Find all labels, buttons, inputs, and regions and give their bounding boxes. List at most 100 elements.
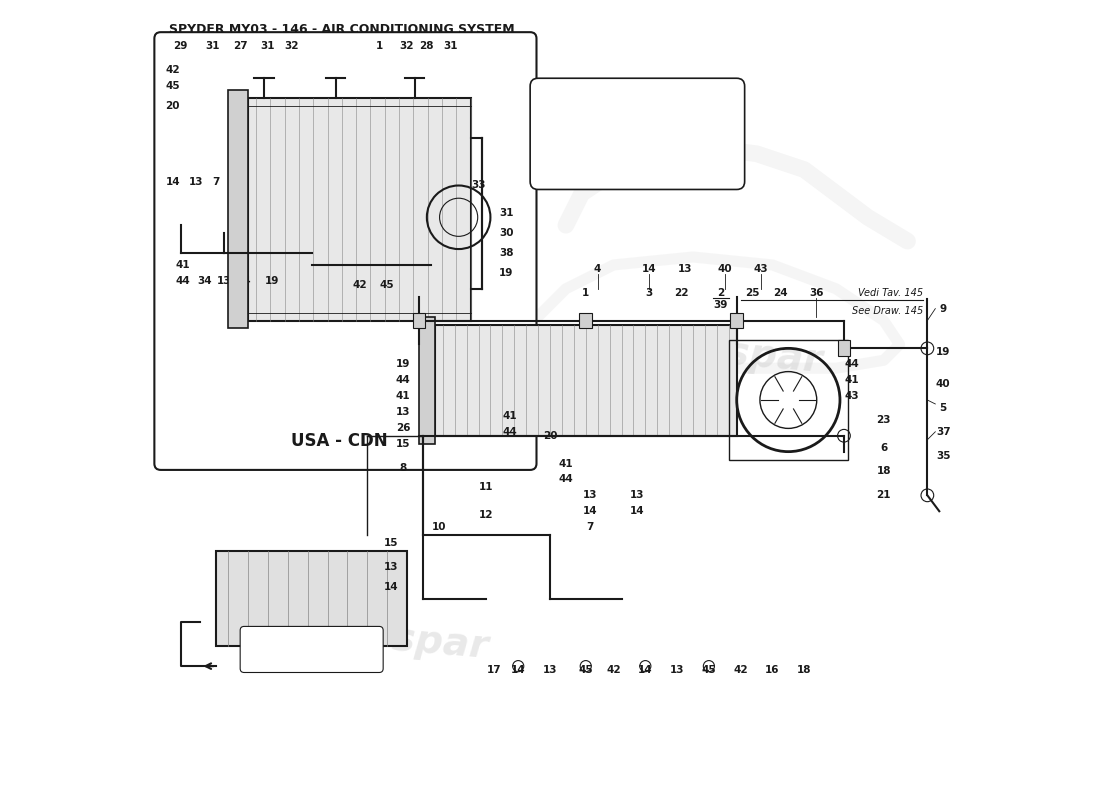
Text: NOTE: pipes pos. 4, 5, 6, 7, 8, 9, 33, 34
are complete of gaskets: NOTE: pipes pos. 4, 5, 6, 7, 8, 9, 33, 3… (542, 138, 718, 158)
Text: 27: 27 (233, 42, 248, 51)
Text: 43: 43 (754, 264, 768, 274)
Text: 14: 14 (384, 582, 398, 592)
Text: 29: 29 (174, 42, 188, 51)
Text: 19: 19 (936, 347, 950, 358)
Text: 31: 31 (261, 42, 275, 51)
Text: 18: 18 (798, 665, 812, 675)
Text: 41: 41 (396, 391, 410, 401)
Text: 19: 19 (499, 268, 514, 278)
Text: 20: 20 (165, 101, 180, 111)
Bar (730, 313, 744, 329)
Text: 13: 13 (396, 407, 410, 417)
FancyBboxPatch shape (530, 78, 745, 190)
Bar (419, 317, 435, 444)
FancyBboxPatch shape (154, 32, 537, 470)
Text: 14: 14 (165, 177, 180, 186)
Text: 24: 24 (773, 288, 788, 298)
Text: 13: 13 (384, 562, 398, 572)
Text: 14: 14 (236, 276, 252, 286)
Text: 40: 40 (717, 264, 733, 274)
Text: 17: 17 (487, 665, 502, 675)
Text: 38: 38 (499, 248, 514, 258)
Text: See Draw. 145: See Draw. 145 (852, 306, 923, 316)
Text: 45: 45 (702, 665, 716, 675)
Text: Vedi Tav. 105: Vedi Tav. 105 (279, 638, 344, 647)
Text: 20: 20 (542, 430, 558, 441)
Text: 26: 26 (396, 423, 410, 433)
Text: USA - CDN: USA - CDN (292, 432, 388, 450)
Text: 45: 45 (579, 665, 593, 675)
Text: 4: 4 (594, 264, 602, 274)
Text: 35: 35 (936, 450, 950, 461)
Text: eurospar: eurospar (292, 611, 491, 666)
Bar (412, 313, 426, 329)
Text: 15: 15 (384, 538, 398, 548)
Text: 32: 32 (285, 42, 299, 51)
Text: 31: 31 (499, 208, 514, 218)
Text: SPYDER MY03 - 146 - AIR CONDITIONING SYSTEM: SPYDER MY03 - 146 - AIR CONDITIONING SYS… (168, 22, 515, 36)
FancyBboxPatch shape (240, 626, 383, 673)
Text: 31: 31 (205, 42, 220, 51)
Text: Vedi Tav. 105: Vedi Tav. 105 (279, 638, 344, 647)
Text: 44: 44 (559, 474, 573, 485)
Text: 44: 44 (845, 359, 859, 370)
Text: 14: 14 (638, 665, 652, 675)
Text: 10: 10 (431, 522, 446, 532)
Text: 14: 14 (510, 665, 526, 675)
Text: 3: 3 (646, 288, 653, 298)
Text: 5: 5 (939, 403, 947, 413)
Bar (580, 313, 592, 329)
Text: 12: 12 (480, 510, 494, 520)
Text: 19: 19 (265, 276, 279, 286)
Text: Vedi Tav. 145: Vedi Tav. 145 (858, 288, 923, 298)
Text: 44: 44 (503, 426, 518, 437)
Text: 36: 36 (808, 288, 824, 298)
Text: 42: 42 (734, 665, 748, 675)
Text: 1: 1 (582, 288, 590, 298)
Text: 41: 41 (176, 260, 190, 270)
Bar (249, 98, 471, 321)
Text: 9: 9 (939, 304, 947, 314)
Text: 2: 2 (717, 288, 725, 298)
Text: 39: 39 (714, 300, 728, 310)
Text: 41: 41 (503, 411, 518, 421)
Text: 8: 8 (399, 462, 407, 473)
Text: eurospar: eurospar (626, 325, 824, 380)
Text: 13: 13 (630, 490, 645, 500)
Text: 14: 14 (582, 506, 597, 516)
Text: 13: 13 (678, 264, 692, 274)
Text: 31: 31 (443, 42, 458, 51)
Text: 22: 22 (674, 288, 689, 298)
Text: 14: 14 (630, 506, 645, 516)
Text: 6: 6 (880, 442, 888, 453)
Text: 11: 11 (480, 482, 494, 492)
Text: 42: 42 (165, 66, 180, 75)
Text: 16: 16 (766, 665, 780, 675)
Bar (837, 341, 850, 356)
Text: 28: 28 (419, 42, 435, 51)
Text: 25: 25 (746, 288, 760, 298)
Text: 23: 23 (877, 415, 891, 425)
Text: 13: 13 (189, 177, 204, 186)
Bar (434, 325, 737, 436)
Bar (729, 341, 848, 459)
Text: 41: 41 (559, 458, 573, 469)
Text: See Draw. 105: See Draw. 105 (276, 653, 348, 663)
Text: 7: 7 (212, 177, 220, 186)
Text: 18: 18 (877, 466, 891, 477)
Text: 21: 21 (877, 490, 891, 500)
Text: 45: 45 (165, 81, 180, 91)
Text: 15: 15 (396, 438, 410, 449)
Text: 19: 19 (396, 359, 410, 370)
Text: 32: 32 (399, 42, 415, 51)
Text: N.B.: i tubi pos. 4, 5, 6, 7, 8, 9, 33, 34
sono completi di guarnizioni: N.B.: i tubi pos. 4, 5, 6, 7, 8, 9, 33, … (542, 101, 733, 120)
Text: 44: 44 (176, 276, 190, 286)
Text: 13: 13 (542, 665, 558, 675)
Text: 44: 44 (396, 375, 410, 385)
Text: 13: 13 (217, 276, 231, 286)
Text: 45: 45 (379, 280, 395, 290)
Text: 34: 34 (197, 276, 211, 286)
Text: 7: 7 (586, 522, 593, 532)
Text: 30: 30 (499, 228, 514, 238)
Text: 14: 14 (642, 264, 657, 274)
